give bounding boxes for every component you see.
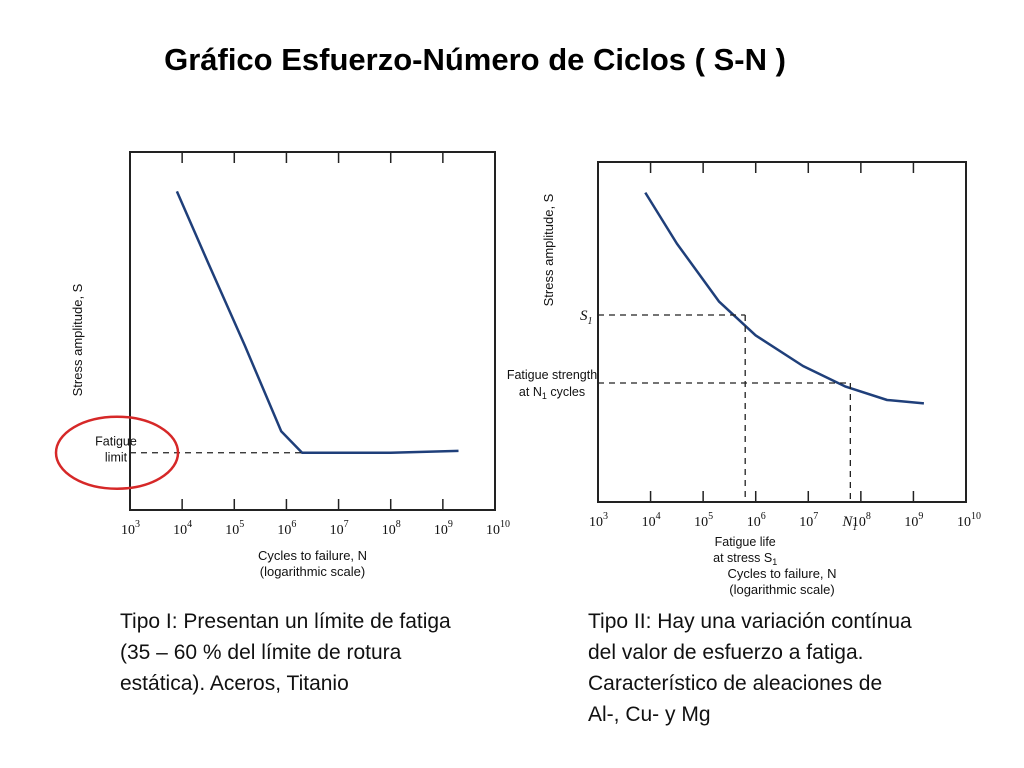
sn-curve: [644, 191, 925, 405]
caption-line: del valor de esfuerzo a fatiga.: [588, 641, 864, 664]
x-axis-label: Cycles to failure, N (logarithmic scale): [727, 566, 836, 597]
caption-line: estática). Aceros, Titanio: [120, 672, 349, 695]
x-tick-label: 108: [852, 511, 871, 530]
x-tick-label: 103: [121, 519, 140, 538]
x-tick-label: 109: [434, 519, 453, 538]
x-tick-label: 105: [225, 519, 244, 538]
y-axis-label: Stress amplitude, S: [70, 283, 85, 396]
x-tick-label: 107: [799, 511, 818, 530]
fatigue-limit-highlight-circle: [54, 415, 180, 490]
x-tick-label: 108: [382, 519, 401, 538]
caption-type-2: Tipo II: Hay una variación contínua del …: [588, 606, 912, 730]
caption-line: Al-, Cu- y Mg: [588, 703, 711, 726]
caption-type-1: Tipo I: Presentan un límite de fatiga (3…: [120, 606, 451, 699]
x-tick-label: 105: [694, 511, 713, 530]
caption-line: Característico de aleaciones de: [588, 672, 883, 695]
caption-line: Tipo II: Hay una variación contínua: [588, 610, 912, 633]
x-axis-label: Cycles to failure, N (logarithmic scale): [258, 548, 367, 579]
x-tick-label: 106: [277, 519, 296, 538]
caption-line: Tipo I: Presentan un límite de fatiga: [120, 610, 451, 633]
x-tick-label: 107: [330, 519, 349, 538]
sn-curve: [175, 190, 459, 454]
plot-frame: [597, 161, 967, 503]
x-tick-label: 106: [747, 511, 766, 530]
fatigue-limit-label: Fatigue limit: [95, 435, 137, 465]
slide-title: Gráfico Esfuerzo-Número de Ciclos ( S-N …: [164, 42, 786, 77]
fatigue-strength-label: Fatigue strength at N1 cycles: [507, 368, 597, 401]
x-tick-label: 1010: [957, 511, 981, 530]
y-axis-label: Stress amplitude, S: [541, 193, 556, 306]
x-tick-label: 103: [589, 511, 608, 530]
s1-label: S1: [580, 308, 593, 327]
caption-line: (35 – 60 % del límite de rotura: [120, 641, 402, 664]
x-tick-label: 109: [904, 511, 923, 530]
plot-frame: [129, 151, 496, 511]
x-tick-label: 104: [642, 511, 661, 530]
x-tick-label: 104: [173, 519, 192, 538]
fatigue-life-label: Fatigue life at stress S1: [713, 535, 777, 567]
x-tick-label: 1010: [486, 519, 510, 538]
